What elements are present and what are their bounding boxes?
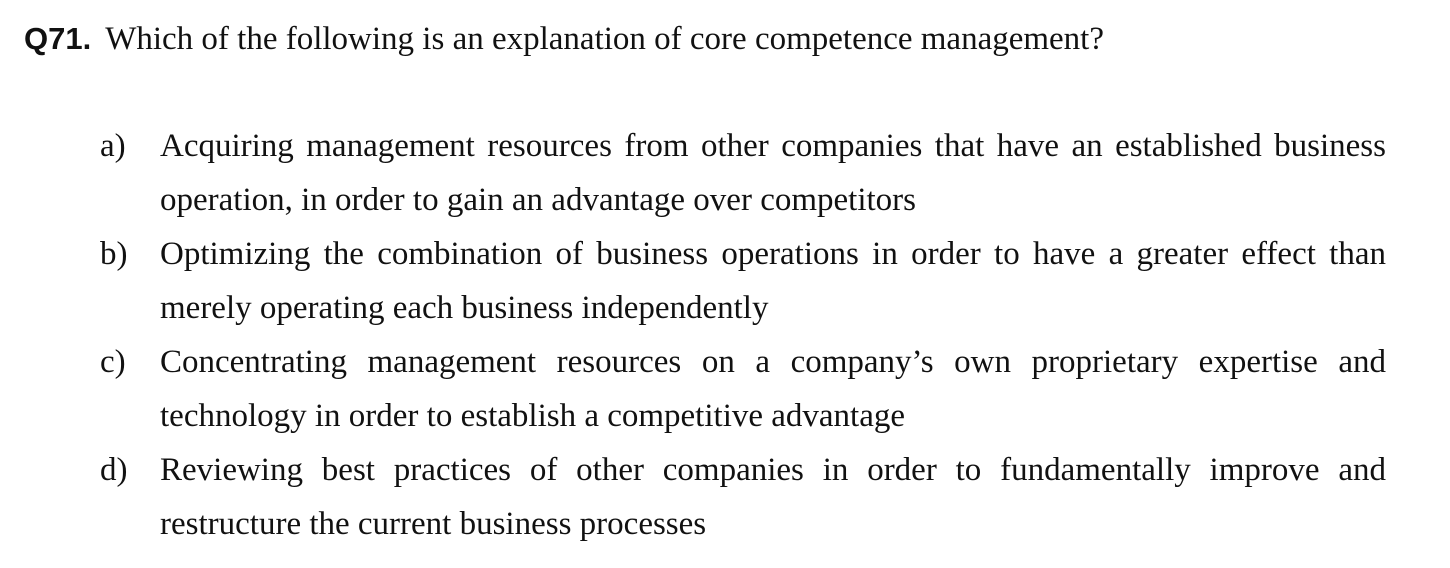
choice-b: b) Optimizing the combination of busines…	[100, 227, 1386, 335]
choice-text: Optimizing the combination of business o…	[160, 236, 1386, 326]
choice-label: d)	[100, 452, 128, 488]
choice-c: c) Concentrating management resources on…	[100, 335, 1386, 443]
choice-label: a)	[100, 128, 126, 164]
question-text: Which of the following is an explanation…	[105, 21, 1105, 57]
choice-text: Reviewing best practices of other compan…	[160, 452, 1386, 542]
choice-text: Acquiring management resources from othe…	[160, 128, 1386, 218]
answer-choices: a) Acquiring management resources from o…	[100, 119, 1386, 551]
question-number: Q71.	[24, 21, 92, 56]
question-header: Q71. Which of the following is an explana…	[24, 14, 1424, 64]
choice-d: d) Reviewing best practices of other com…	[100, 443, 1386, 551]
choice-label: c)	[100, 344, 126, 380]
choice-text: Concentrating management resources on a …	[160, 344, 1386, 434]
choice-label: b)	[100, 236, 128, 272]
choice-a: a) Acquiring management resources from o…	[100, 119, 1386, 227]
